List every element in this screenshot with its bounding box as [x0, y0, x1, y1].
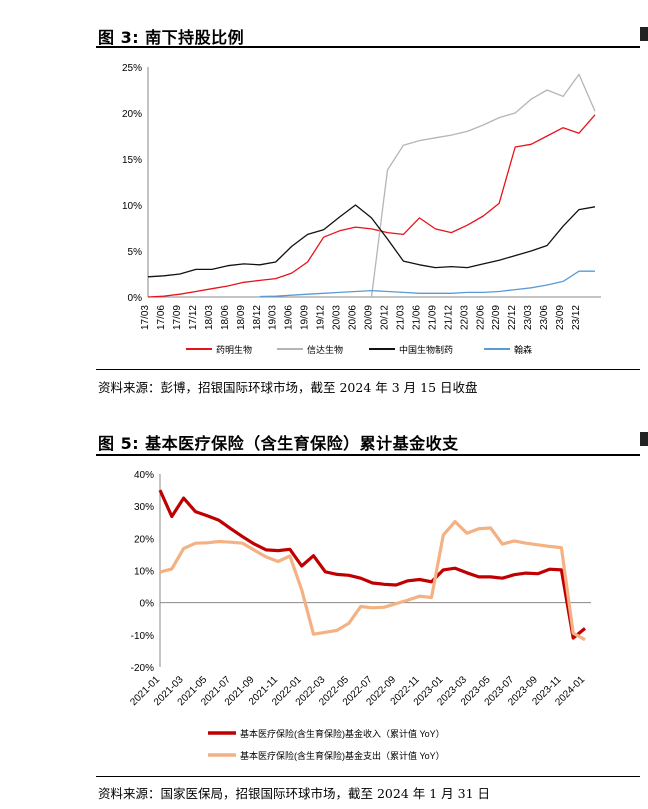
y-tick-label: 20% [122, 109, 142, 120]
figure-3-title: 图 3: 南下持股比例 [98, 28, 245, 47]
y-tick-label: 30% [134, 502, 154, 513]
x-tick-label: 17/03 [140, 305, 151, 330]
figure-5-title: 图 5: 基本医疗保险（含生育保险）累计基金收支 [98, 434, 459, 453]
x-tick-label: 18/09 [236, 305, 247, 330]
x-tick-label: 21/12 [443, 305, 454, 330]
x-tick-label: 22/12 [507, 305, 518, 330]
x-tick-label: 19/06 [284, 305, 295, 330]
series-line-2 [159, 520, 586, 642]
x-tick-label: 17/12 [188, 305, 199, 330]
y-tick-label: 25% [122, 63, 142, 74]
figure-3-bottom-rule [96, 369, 640, 370]
figure-5-top-rule [96, 454, 640, 456]
y-tick-label: 40% [134, 470, 154, 481]
series-line-1 [158, 489, 587, 640]
figure-5-bottom-rule [96, 776, 640, 777]
figure-5-source: 资料来源：国家医保局，招银国际环球市场，截至 2024 年 1 月 31 日 [98, 786, 491, 801]
y-tick-label: 5% [128, 247, 143, 258]
x-tick-label: 17/09 [172, 305, 183, 330]
x-tick-label: 20/12 [379, 305, 390, 330]
series-line-4 [259, 270, 595, 298]
figure-5-chart: -20%-10%0%10%20%30%40%2021-012021-032021… [128, 470, 591, 761]
adjacent-figure-edge-middle [640, 432, 648, 446]
x-tick-label: 23/03 [523, 305, 534, 330]
x-tick-label: 21/03 [395, 305, 406, 330]
adjacent-figure-edge-top [640, 27, 648, 41]
legend-label-1: 基本医疗保险(含生育保险)基金收入（累计值 YoY） [240, 728, 445, 739]
series-line-1 [147, 114, 596, 298]
legend-label-1: 药明生物 [216, 344, 252, 355]
series-line-3 [147, 204, 596, 278]
legend-label-2: 基本医疗保险(含生育保险)基金支出（累计值 YoY） [240, 750, 445, 761]
legend-label-3: 中国生物制药 [399, 344, 453, 355]
x-tick-label: 23/06 [539, 305, 550, 330]
figure-3-top-rule [96, 46, 640, 48]
x-tick-label: 21/09 [427, 305, 438, 330]
legend-label-2: 信达生物 [307, 344, 343, 355]
x-tick-label: 18/06 [220, 305, 231, 330]
y-tick-label: 15% [122, 155, 142, 166]
y-tick-label: -20% [131, 663, 154, 674]
figure-3-chart: 0% 5% 10% 15% 20% 25% 17/03 17/06 17/09 17/12 18/0… [122, 63, 601, 355]
x-tick-label: 23/12 [571, 305, 582, 330]
x-tick-label: 20/09 [364, 305, 375, 330]
y-tick-label: 10% [134, 567, 154, 578]
x-tick-label: 23/09 [555, 305, 566, 330]
x-tick-label: 18/12 [252, 305, 263, 330]
x-tick-label: 19/09 [300, 305, 311, 330]
series-line-2 [370, 73, 596, 298]
figure-3-source: 资料来源：彭博，招银国际环球市场，截至 2024 年 3 月 15 日收盘 [98, 380, 478, 395]
y-tick-label: 0% [140, 599, 155, 610]
x-tick-label: 20/06 [348, 305, 359, 330]
legend-label-4: 翰森 [514, 344, 532, 355]
y-tick-label: 0% [128, 293, 143, 304]
x-tick-label: 22/06 [475, 305, 486, 330]
y-tick-label: 10% [122, 201, 142, 212]
x-tick-label: 17/06 [156, 305, 167, 330]
x-tick-label: 20/03 [332, 305, 343, 330]
x-tick-label: 22/09 [491, 305, 502, 330]
y-tick-label: 20% [134, 534, 154, 545]
x-tick-label: 19/03 [268, 305, 279, 330]
x-tick-label: 18/03 [204, 305, 215, 330]
y-tick-label: -10% [131, 631, 154, 642]
x-tick-label: 21/06 [411, 305, 422, 330]
x-tick-label: 19/12 [316, 305, 327, 330]
x-tick-label: 22/03 [459, 305, 470, 330]
